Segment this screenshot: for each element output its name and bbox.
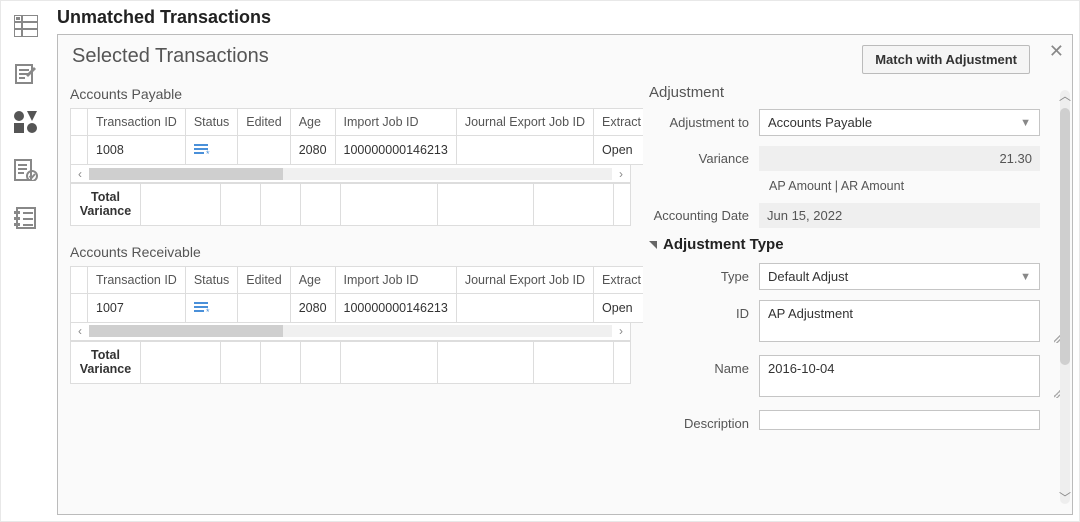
scroll-right-icon[interactable]: › — [612, 167, 630, 181]
cell-transaction-id: 1008 — [88, 136, 186, 165]
nav-icon-3-selected[interactable] — [13, 109, 39, 135]
cell-transaction-id: 1007 — [88, 293, 186, 322]
col-transaction-id: Transaction ID — [88, 266, 186, 293]
adjustment-to-value: Accounts Payable — [768, 115, 872, 130]
type-label: Type — [649, 269, 759, 284]
table-row[interactable]: 1007 * 2080 100000000146213 Open — [71, 293, 644, 322]
table-header-row: Transaction ID Status Edited Age Import … — [71, 109, 644, 136]
ar-horizontal-scrollbar[interactable]: ‹ › — [70, 323, 631, 341]
ar-total-variance-row: Total Variance — [71, 341, 631, 383]
ap-total-variance-row: Total Variance — [71, 184, 631, 226]
variance-label: Variance — [649, 151, 759, 166]
ar-total-table: Total Variance — [70, 341, 631, 384]
status-icon[interactable]: * — [185, 136, 237, 165]
col-blank — [71, 109, 88, 136]
cell-extract-status: Open — [594, 293, 643, 322]
nav-icon-5[interactable] — [13, 205, 39, 231]
cell-extract-status: Open — [594, 136, 643, 165]
type-value: Default Adjust — [768, 269, 848, 284]
type-select[interactable]: Default Adjust ▼ — [759, 263, 1040, 290]
ap-horizontal-scrollbar[interactable]: ‹ › — [70, 165, 631, 183]
amounts-line: AP Amount | AR Amount — [769, 179, 1066, 193]
scroll-right-icon[interactable]: › — [612, 324, 630, 338]
ap-section-label: Accounts Payable — [70, 86, 631, 102]
scroll-up-icon[interactable]: ︿ — [1059, 90, 1071, 102]
close-icon[interactable]: ✕ — [1049, 41, 1064, 62]
scrollbar-thumb[interactable] — [1060, 108, 1070, 365]
col-import-job-id: Import Job ID — [335, 266, 456, 293]
accounting-date-value: Jun 15, 2022 — [759, 203, 1040, 228]
chevron-down-icon: ▼ — [1020, 271, 1031, 283]
col-edited: Edited — [238, 266, 290, 293]
col-status: Status — [185, 266, 237, 293]
svg-text:*: * — [206, 149, 210, 158]
ap-table: Transaction ID Status Edited Age Import … — [70, 108, 643, 165]
right-vertical-scrollbar[interactable]: ︿ ﹀ — [1060, 90, 1070, 504]
total-variance-label: Total Variance — [71, 184, 141, 226]
cell-age: 2080 — [290, 136, 335, 165]
nav-icon-1[interactable] — [13, 13, 39, 39]
id-label: ID — [649, 300, 759, 321]
adjustment-to-select[interactable]: Accounts Payable ▼ — [759, 109, 1040, 136]
variance-value: 21.30 — [759, 146, 1040, 171]
cell-journal-export — [456, 293, 593, 322]
cell-journal-export — [456, 136, 593, 165]
adjustment-type-title: Adjustment Type — [663, 236, 784, 253]
ap-total-table: Total Variance — [70, 183, 631, 226]
id-textarea[interactable] — [759, 300, 1040, 342]
name-textarea[interactable] — [759, 355, 1040, 397]
total-variance-label: Total Variance — [71, 341, 141, 383]
table-header-row: Transaction ID Status Edited Age Import … — [71, 266, 644, 293]
adjustment-header: Adjustment — [649, 84, 1066, 101]
col-age: Age — [290, 266, 335, 293]
status-icon[interactable]: * — [185, 293, 237, 322]
nav-icon-4[interactable] — [13, 157, 39, 183]
cell-import-job-id: 100000000146213 — [335, 293, 456, 322]
col-edited: Edited — [238, 109, 290, 136]
col-journal-export-job-id: Journal Export Job ID — [456, 266, 593, 293]
adjustment-to-label: Adjustment to — [649, 115, 759, 130]
table-row[interactable]: 1008 * 2080 100000000146213 Open — [71, 136, 644, 165]
col-status: Status — [185, 109, 237, 136]
chevron-down-icon: ▼ — [1020, 117, 1031, 129]
scroll-down-icon[interactable]: ﹀ — [1059, 492, 1071, 504]
col-blank — [71, 266, 88, 293]
col-extract-status: Extract Status — [594, 109, 643, 136]
accounting-date-label: Accounting Date — [649, 208, 759, 223]
description-textarea[interactable] — [759, 410, 1040, 430]
name-label: Name — [649, 355, 759, 376]
cell-import-job-id: 100000000146213 — [335, 136, 456, 165]
col-extract-status: Extract Status — [594, 266, 643, 293]
panel-title: Selected Transactions — [72, 45, 269, 68]
adjustment-type-header[interactable]: Adjustment Type — [649, 236, 1066, 253]
scroll-left-icon[interactable]: ‹ — [71, 324, 89, 338]
page-title: Unmatched Transactions — [57, 3, 1073, 34]
ar-section-label: Accounts Receivable — [70, 244, 631, 260]
description-label: Description — [649, 410, 759, 431]
left-nav-rail — [1, 1, 51, 521]
ar-table: Transaction ID Status Edited Age Import … — [70, 266, 643, 323]
nav-icon-2[interactable] — [13, 61, 39, 87]
match-with-adjustment-button[interactable]: Match with Adjustment — [862, 45, 1030, 74]
cell-age: 2080 — [290, 293, 335, 322]
col-import-job-id: Import Job ID — [335, 109, 456, 136]
collapse-triangle-icon — [649, 241, 657, 249]
scroll-left-icon[interactable]: ‹ — [71, 167, 89, 181]
col-age: Age — [290, 109, 335, 136]
col-journal-export-job-id: Journal Export Job ID — [456, 109, 593, 136]
svg-text:*: * — [206, 307, 210, 316]
col-transaction-id: Transaction ID — [88, 109, 186, 136]
selected-transactions-panel: ✕ Selected Transactions Match with Adjus… — [57, 34, 1073, 515]
